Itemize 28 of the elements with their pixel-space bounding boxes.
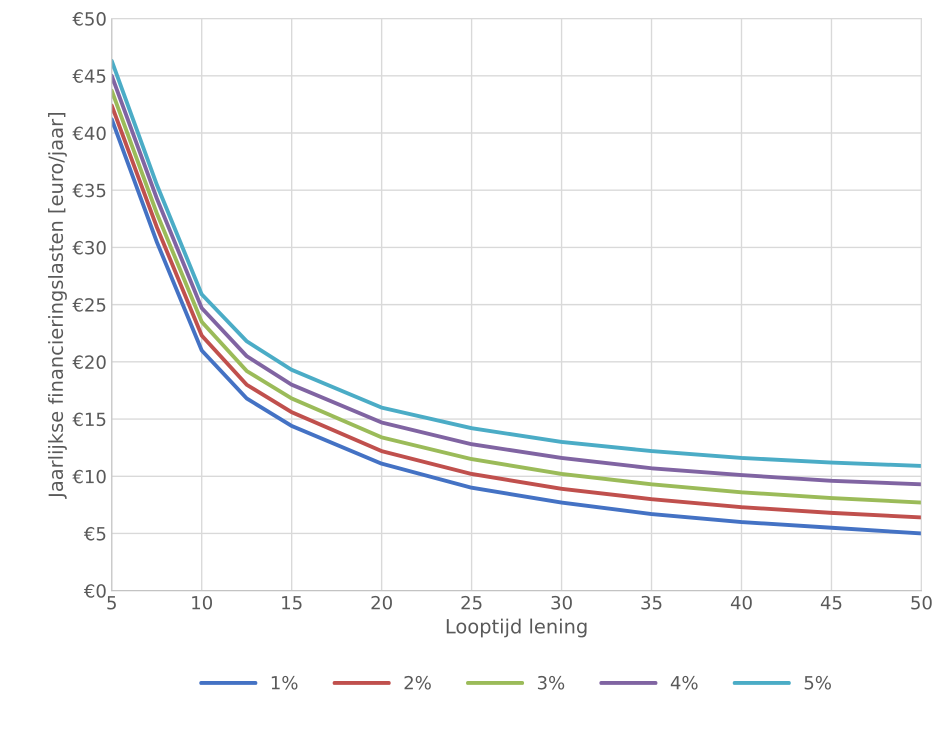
y-tick-label: €40: [72, 126, 106, 140]
x-tick-label: 40: [730, 596, 752, 610]
x-axis-title: Looptijd lening: [446, 618, 586, 638]
x-tick-label: 10: [192, 596, 212, 610]
y-tick-label: €50: [72, 12, 106, 26]
legend-label: 5%: [804, 676, 831, 690]
y-tick-label: €15: [72, 412, 106, 426]
x-tick-label: 20: [371, 596, 392, 610]
y-tick-label: €20: [72, 355, 106, 369]
y-tick-label: €45: [72, 69, 106, 83]
y-axis-title: Jaarlijkse financieringslasten [euro/jaar]: [48, 113, 67, 499]
x-tick-label: 35: [641, 596, 662, 610]
x-tick-label: 30: [551, 596, 572, 610]
x-tick-label: 25: [461, 596, 482, 610]
x-tick-label: 15: [282, 596, 302, 610]
y-tick-label: €0: [84, 584, 106, 598]
y-tick-label: €10: [72, 470, 106, 484]
legend-label: 4%: [670, 676, 698, 690]
y-tick-label: €25: [72, 298, 106, 312]
y-tick-label: €30: [72, 240, 106, 255]
legend-label: 3%: [538, 676, 564, 690]
x-tick-label: 5: [107, 596, 116, 610]
y-tick-label: €35: [72, 184, 106, 198]
x-tick-label: 45: [820, 596, 842, 610]
legend-label: 2%: [404, 676, 431, 690]
legend-label: 1%: [272, 676, 298, 690]
y-tick-label: €5: [84, 526, 106, 541]
x-tick-label: 50: [911, 596, 932, 610]
